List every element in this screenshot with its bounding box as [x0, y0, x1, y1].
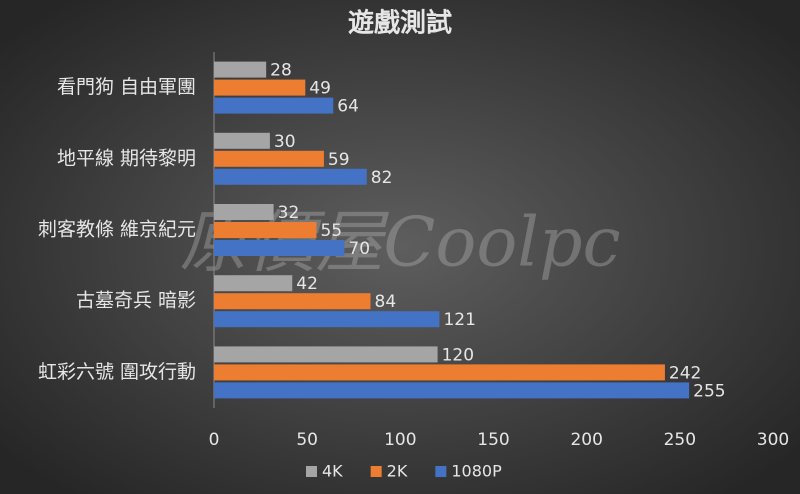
data-label: 82 — [371, 168, 393, 188]
data-label: 55 — [320, 221, 342, 241]
data-label: 30 — [274, 132, 296, 152]
legend-label: 4K — [322, 462, 343, 481]
data-label: 70 — [348, 239, 370, 259]
legend-label: 2K — [387, 462, 408, 481]
y-tick-label: 看門狗 自由軍團 — [57, 76, 196, 98]
bar — [214, 364, 665, 381]
chart-title: 遊戲測試 — [348, 8, 452, 39]
x-tick-label: 150 — [477, 430, 509, 450]
x-tick-label: 250 — [664, 430, 696, 450]
data-label: 28 — [270, 61, 292, 81]
bar — [214, 240, 345, 256]
x-tick-label: 300 — [757, 430, 789, 450]
bar — [214, 79, 306, 96]
bar — [214, 293, 371, 310]
data-label: 42 — [296, 274, 318, 294]
bar — [214, 132, 270, 149]
bar — [214, 204, 274, 220]
x-tick-label: 200 — [570, 430, 602, 450]
data-label: 59 — [328, 150, 350, 170]
bar — [214, 61, 267, 78]
data-label: 121 — [443, 310, 475, 330]
bar — [214, 275, 293, 292]
bar — [214, 97, 334, 114]
y-tick-label: 虹彩六號 圍攻行動 — [38, 361, 196, 383]
data-label: 32 — [278, 203, 300, 223]
legend-swatch — [435, 466, 447, 477]
bar — [214, 346, 438, 363]
x-tick-label: 100 — [384, 430, 416, 450]
data-label: 120 — [442, 345, 474, 365]
data-label: 64 — [337, 97, 359, 117]
bar — [214, 222, 317, 238]
data-label: 242 — [669, 363, 701, 383]
bar — [214, 311, 440, 328]
legend-swatch — [306, 466, 317, 477]
data-label: 255 — [693, 381, 725, 401]
x-tick-label: 50 — [296, 430, 318, 450]
bar — [214, 150, 324, 167]
x-tick-label: 0 — [209, 430, 220, 450]
y-tick-label: 地平線 期待黎明 — [57, 147, 196, 169]
bar — [214, 168, 367, 185]
data-label: 49 — [309, 79, 331, 99]
y-tick-label: 刺客教條 維京紀元 — [38, 219, 196, 241]
data-label: 84 — [375, 292, 397, 312]
bar — [214, 382, 690, 399]
y-tick-label: 古墓奇兵 暗影 — [76, 290, 196, 312]
legend-label: 1080P — [451, 462, 502, 481]
legend-swatch — [370, 466, 382, 477]
